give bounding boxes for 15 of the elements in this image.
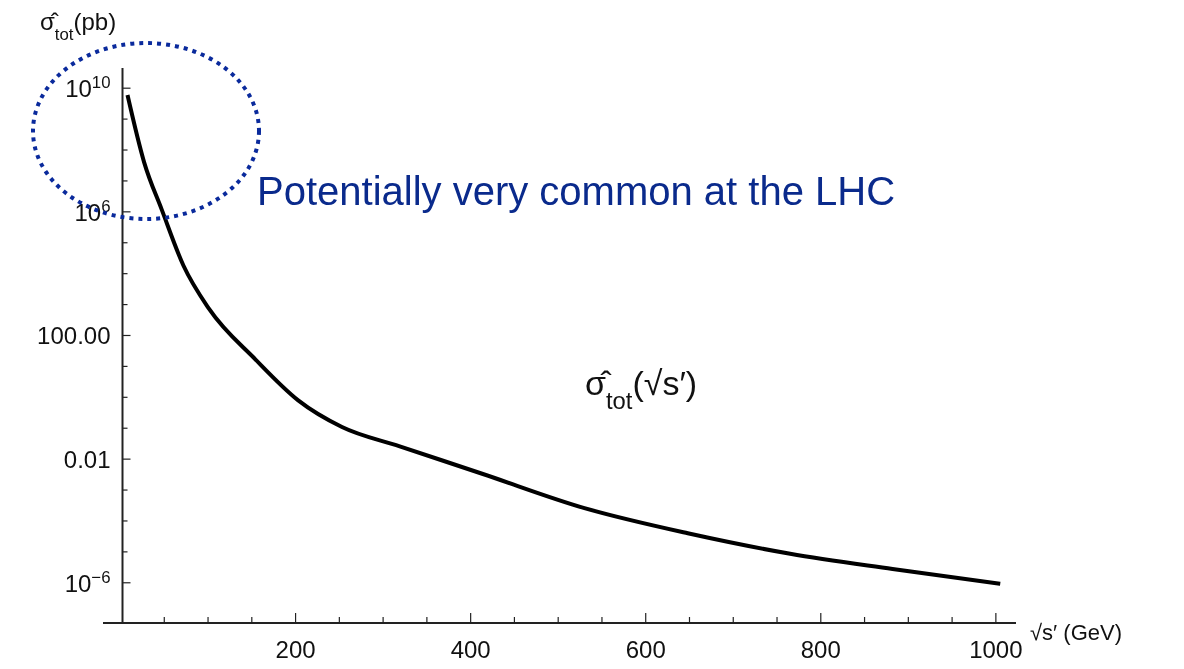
- x-tick-label: 600: [625, 636, 666, 663]
- x-tick-label: 1000: [969, 636, 1023, 663]
- annotation: σ̂$_{tot}$(√s′): [585, 364, 698, 414]
- y-tick-label: 0.01: [63, 446, 111, 474]
- y-tick-label: 100.00: [37, 322, 111, 350]
- y-tick-label: 10$^{−6}$: [64, 567, 111, 597]
- x-tick-label: 800: [800, 636, 841, 663]
- line-series: [125, 93, 1003, 586]
- y-tick-label: 10$^{6}$: [74, 196, 111, 226]
- x-tick-label: 400: [450, 636, 491, 663]
- y-tick-label: 10$^{10}$: [65, 72, 111, 103]
- x-tick-label: 200: [275, 636, 316, 663]
- annotation: Potentially very common at the LHC: [257, 169, 896, 213]
- y-axis-title: σ̂$_{tot}$(pb): [40, 8, 117, 44]
- x-axis-title: √s′ (GeV): [1030, 620, 1122, 645]
